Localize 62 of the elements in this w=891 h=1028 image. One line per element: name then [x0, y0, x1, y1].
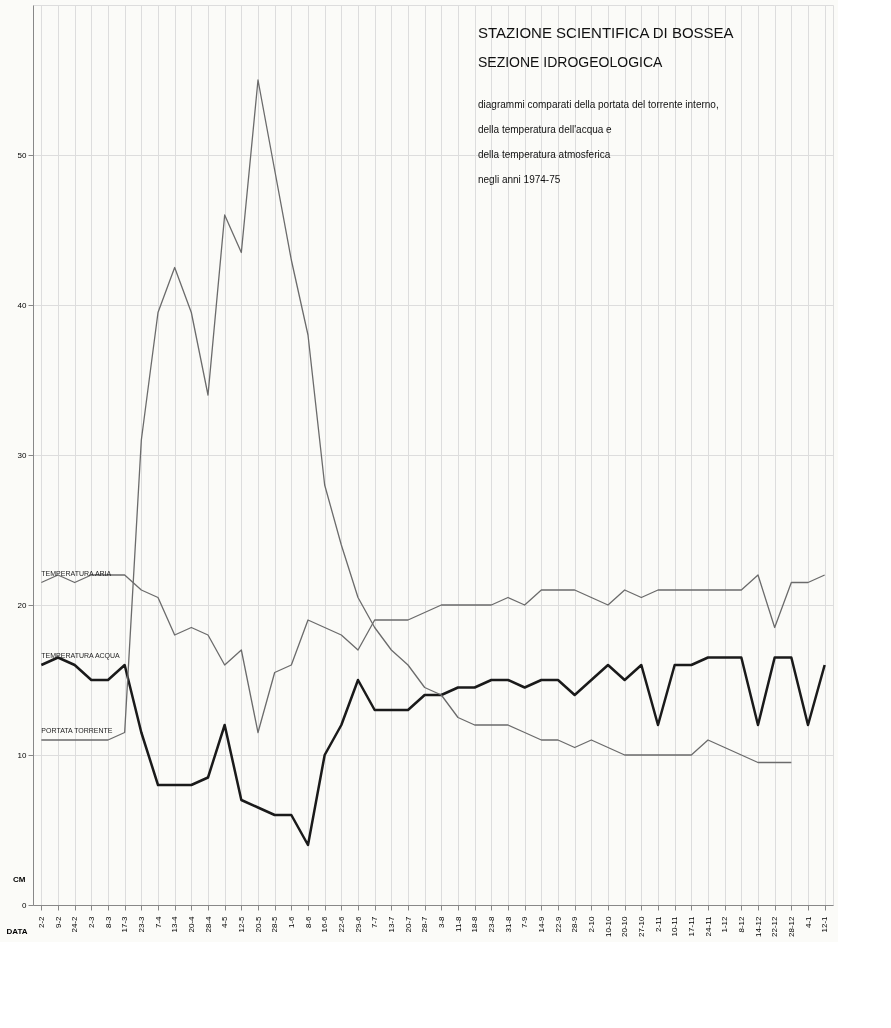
x-tick-label: 22-6 — [336, 915, 346, 933]
x-tick-label: 20-7 — [403, 915, 413, 933]
annotation: della temperatura dell'acqua e — [478, 124, 613, 135]
annotation: diagrammi comparati della portata del torrente interno, — [478, 99, 719, 110]
text: STAZIONE SCIENTIFICA DI BOSSEA — [478, 24, 734, 41]
text: SEZIONE IDROGEOLOGICA — [478, 54, 664, 70]
x-tick-label: 3-8 — [436, 915, 446, 929]
x-tick-label: 16-6 — [320, 915, 330, 933]
x-tick-label: 17-11 — [686, 915, 696, 937]
x-tick-label: 23-3 — [136, 915, 146, 933]
y-tick-label: 10 — [17, 750, 28, 760]
x-tick-label: 24-2 — [70, 915, 80, 933]
x-tick-label: 13-4 — [170, 915, 180, 933]
x-tick-label: 22-12 — [770, 915, 780, 937]
x-tick-label: 7-7 — [370, 915, 380, 929]
y-tick-label: 0 — [22, 900, 28, 910]
annotation: della temperatura atmosferica — [478, 149, 611, 160]
x-tick-label: 20-10 — [620, 915, 630, 937]
x-tick-label: 28-12 — [786, 915, 796, 937]
x-tick-label: 9-2 — [53, 915, 63, 929]
x-tick-label: 8-12 — [736, 915, 746, 933]
x-tick-label: 18-8 — [470, 915, 480, 933]
x-tick-label: 8-6 — [303, 915, 313, 929]
x-axis-title: DATA — [6, 926, 28, 936]
x-tick-label: 12-1 — [820, 915, 830, 933]
x-tick-label: 10-10 — [603, 915, 613, 937]
y-axis-title: CM — [13, 874, 26, 884]
x-tick-label: 1-12 — [720, 915, 730, 933]
y-tick-label: 30 — [17, 450, 28, 460]
x-tick-label: 28-9 — [570, 915, 580, 933]
x-tick-label: 28-7 — [420, 915, 430, 933]
x-tick-label: 1-6 — [286, 915, 296, 929]
x-tick-label: 4-5 — [220, 915, 230, 929]
x-tick-label: 20-5 — [253, 915, 263, 933]
x-tick-label: 14-9 — [536, 915, 546, 933]
y-tick-label: 40 — [17, 300, 28, 310]
x-tick-label: 13-7 — [386, 915, 396, 933]
x-tick-label: 28-4 — [203, 915, 213, 933]
x-tick-label: 22-9 — [553, 915, 563, 933]
x-tick-label: 24-11 — [703, 915, 713, 937]
y-tick-label: 50 — [17, 150, 28, 160]
x-tick-label: 29-6 — [353, 915, 363, 933]
x-tick-label: 23-8 — [486, 915, 496, 933]
x-tick-label: 2-10 — [586, 915, 596, 933]
x-tick-label: 8-3 — [103, 915, 113, 929]
x-tick-label: 14-12 — [753, 915, 763, 937]
x-tick-label: 17-3 — [120, 915, 130, 933]
x-tick-label: 4-1 — [803, 915, 813, 929]
x-tick-label: 27-10 — [636, 915, 646, 937]
x-tick-label: 28-5 — [270, 915, 280, 933]
y-tick-label: 20 — [17, 600, 28, 610]
annotation: negli anni 1974-75 — [478, 174, 561, 185]
x-tick-label: 10-11 — [670, 915, 680, 937]
x-tick-label: 7-9 — [520, 915, 530, 929]
x-tick-label: 2-2 — [36, 915, 46, 929]
x-tick-label: 2-11 — [653, 915, 663, 932]
x-tick-label: 31-8 — [503, 915, 513, 933]
x-tick-label: 12-5 — [236, 915, 246, 933]
x-tick-label: 20-4 — [186, 915, 196, 933]
x-tick-label: 11-8 — [453, 915, 463, 932]
x-tick-label: 2-3 — [86, 915, 96, 929]
x-tick-label: 7-4 — [153, 915, 163, 929]
